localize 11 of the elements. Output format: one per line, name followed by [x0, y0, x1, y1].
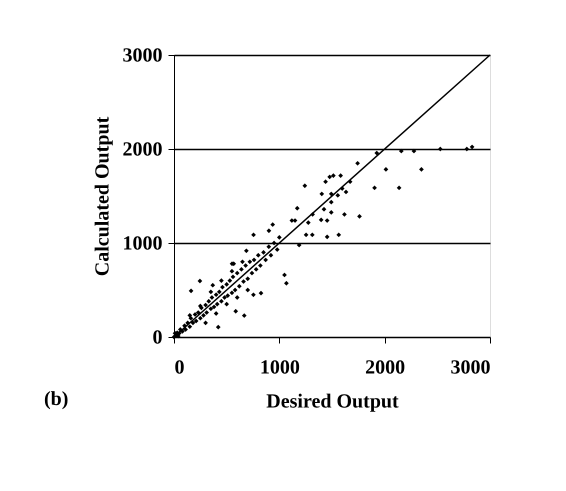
- y-tick-label: 1000: [122, 232, 162, 254]
- y-axis-title: Calculated Output: [92, 116, 114, 276]
- text: (b): [44, 388, 68, 410]
- y-tick-label: 0: [152, 326, 162, 348]
- x-axis-title: Desired Output: [266, 390, 400, 412]
- y-tick-label: 2000: [122, 138, 162, 160]
- y-tick-label: 3000: [122, 44, 162, 66]
- x-tick-label: 0: [174, 356, 184, 378]
- x-tick-label: 3000: [450, 356, 490, 378]
- x-tick-label: 2000: [365, 356, 406, 378]
- x-tick-label: 1000: [260, 356, 300, 378]
